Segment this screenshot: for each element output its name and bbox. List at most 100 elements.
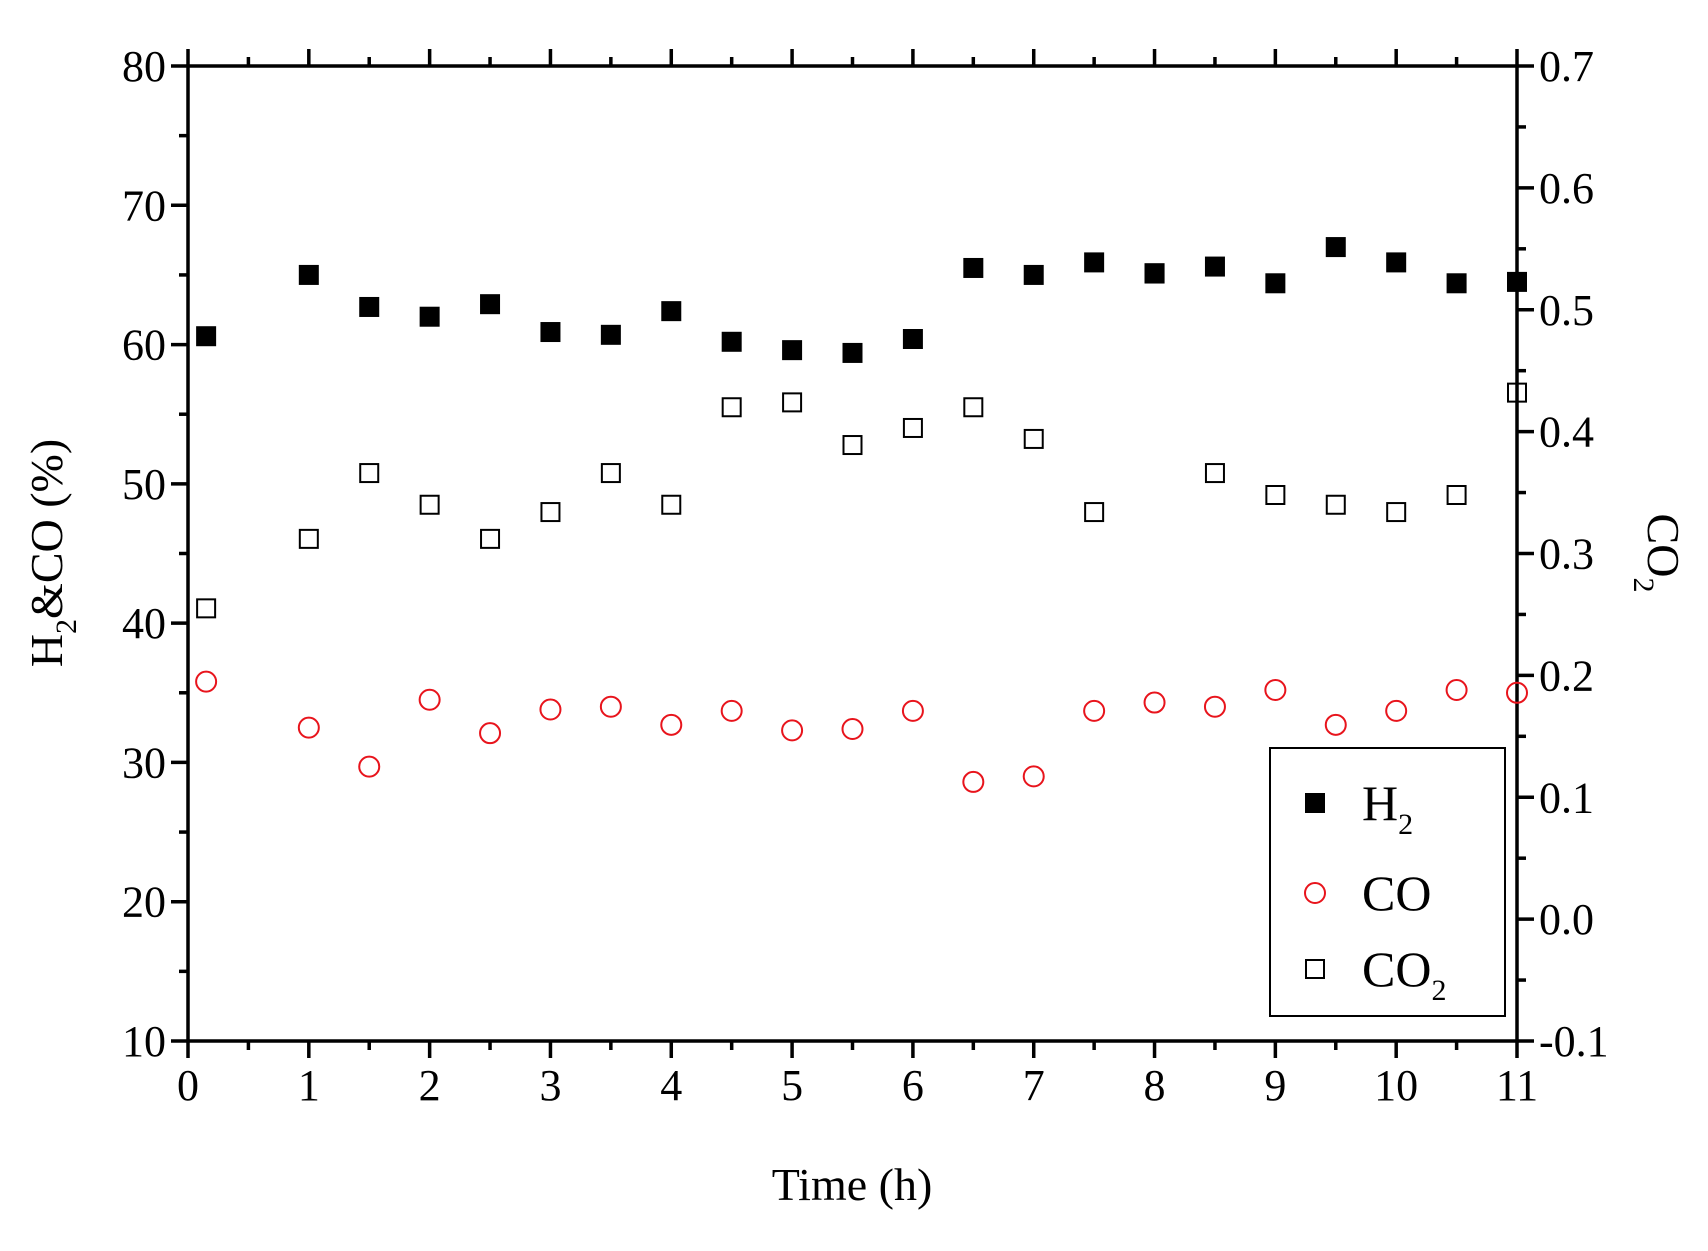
co-point <box>1445 679 1468 701</box>
svg-text:CO2: CO2 <box>1627 514 1689 593</box>
co2-point <box>1265 485 1286 505</box>
y-tick-label: 20 <box>122 878 166 927</box>
co-point <box>1506 681 1528 704</box>
legend-label-co: CO <box>1362 865 1431 921</box>
co-point <box>1264 679 1287 701</box>
legend-label-co2: CO2 <box>1362 941 1446 1007</box>
co2-point <box>1446 485 1467 505</box>
co2-point <box>196 598 217 619</box>
h2-point <box>1084 252 1105 273</box>
h2-point <box>419 306 440 327</box>
co-point <box>539 698 562 721</box>
legend-box <box>1269 747 1506 1017</box>
svg-text:H2&CO (%): H2&CO (%) <box>21 439 83 667</box>
x-tick-label: 6 <box>902 1061 924 1110</box>
co-point <box>479 722 502 745</box>
x-tick-label: 11 <box>1496 1061 1538 1110</box>
y2-axis-title: CO2 <box>1627 514 1689 593</box>
h2-point <box>540 322 561 343</box>
x-tick-label: 1 <box>298 1061 320 1110</box>
h2-point <box>600 324 621 345</box>
co2-point <box>600 463 621 484</box>
co2-point <box>661 494 682 515</box>
y-axis-title-main: H <box>21 634 72 667</box>
co2-point <box>1325 494 1346 515</box>
co-point <box>195 670 218 693</box>
legend-marker-h2 <box>1305 793 1325 813</box>
h2-point <box>1204 256 1225 277</box>
x-tick-label: 7 <box>1023 1061 1045 1110</box>
legend-marker-co <box>1304 882 1326 904</box>
legend-label-h2: H2 <box>1362 775 1413 841</box>
h2-point <box>721 331 742 352</box>
h2-point <box>661 301 682 322</box>
h2-point <box>1507 271 1527 292</box>
co2-point <box>782 392 803 413</box>
y2-tick-label: 0.5 <box>1539 286 1594 335</box>
data-markers <box>195 237 1528 793</box>
x-tick-label: 2 <box>419 1061 441 1110</box>
y2-tick-label: 0.2 <box>1539 651 1594 700</box>
axis-tick-labels: 0 1 2 3 4 5 6 7 8 9 10 11 10 20 30 40 50 60 70 80 -0.1 0.0 0.1… <box>122 42 1609 1110</box>
co-point <box>1022 765 1045 788</box>
x-tick-label: 3 <box>539 1061 561 1110</box>
legend-marker-co2 <box>1305 959 1325 979</box>
h2-point <box>1265 273 1286 294</box>
x-tick-label: 8 <box>1144 1061 1166 1110</box>
y-tick-label: 50 <box>122 460 166 509</box>
h2-point <box>842 342 863 363</box>
y2-tick-label: 0.3 <box>1539 530 1594 579</box>
y-tick-label: 70 <box>122 181 166 230</box>
legend-label-main: CO <box>1362 865 1431 921</box>
x-tick-label: 0 <box>177 1061 199 1110</box>
legend-label-main: H <box>1362 775 1398 831</box>
co-point <box>841 718 864 740</box>
co-point <box>1203 695 1226 718</box>
co2-point <box>1084 502 1105 523</box>
h2-point <box>1144 263 1165 284</box>
legend-label-main: CO <box>1362 941 1431 997</box>
y2-tick-label: 0.7 <box>1539 42 1594 91</box>
co-point <box>418 688 441 711</box>
h2-point <box>196 326 217 347</box>
legend-label-sub: 2 <box>1398 808 1413 841</box>
co2-point <box>963 397 984 418</box>
co-point <box>660 713 683 736</box>
y2-axis-title-main: CO <box>1638 514 1689 578</box>
legend-label-sub: 2 <box>1431 974 1446 1007</box>
h2-point <box>963 257 984 278</box>
co-point <box>1143 691 1166 714</box>
co2-point <box>1204 463 1225 484</box>
co2-point <box>480 528 501 549</box>
h2-point <box>359 296 380 317</box>
co-point <box>1324 713 1347 736</box>
co-point <box>1385 699 1408 722</box>
y-tick-label: 40 <box>122 599 166 648</box>
co-point <box>962 770 985 793</box>
y-axis-title-rest: &CO (%) <box>21 439 72 619</box>
h2-point <box>298 264 319 285</box>
x-axis-title: Time (h) <box>772 1159 933 1210</box>
h2-point <box>782 340 803 361</box>
x-tick-label: 10 <box>1374 1061 1418 1110</box>
co2-point <box>298 528 319 549</box>
y2-tick-label: 0.4 <box>1539 408 1594 457</box>
y2-tick-label: 0.0 <box>1539 895 1594 944</box>
x-tick-label: 9 <box>1264 1061 1286 1110</box>
co-point <box>358 755 381 778</box>
y2-tick-label: -0.1 <box>1539 1017 1609 1066</box>
co-point <box>297 716 320 739</box>
axis-ticks <box>171 49 1534 1058</box>
co2-point <box>842 435 863 456</box>
x-tick-label: 4 <box>660 1061 682 1110</box>
y-tick-label: 30 <box>122 738 166 787</box>
co-point <box>901 699 924 722</box>
y2-tick-label: 0.6 <box>1539 164 1594 213</box>
co2-point <box>721 397 742 418</box>
co2-point <box>1023 428 1044 449</box>
h2-point <box>902 329 923 349</box>
co-point <box>720 699 743 722</box>
co2-point <box>419 494 440 515</box>
